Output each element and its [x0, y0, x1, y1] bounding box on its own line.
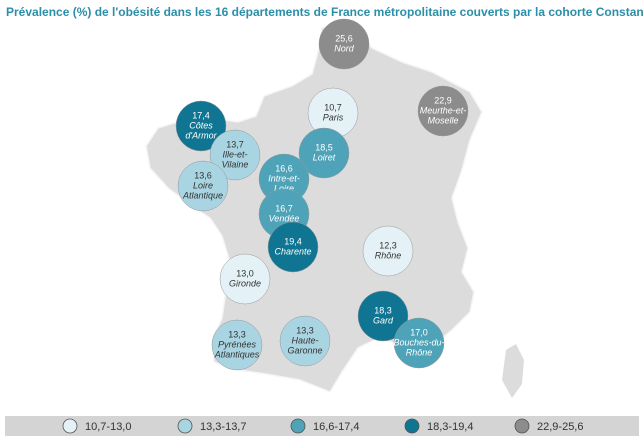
department-name: Meurthe-et- — [420, 105, 467, 115]
department-name: Loire — [274, 183, 294, 193]
department-name: Pyrénées — [218, 339, 257, 349]
department-circle — [267, 221, 319, 273]
department-circle — [279, 315, 331, 367]
department-name: Haute- — [291, 335, 318, 345]
department-name: Intre-et- — [268, 173, 300, 183]
department-circle — [393, 317, 445, 369]
department-value: 13,0 — [236, 268, 254, 278]
department-value: 17,0 — [410, 327, 428, 337]
legend-label: 16,6-17,4 — [313, 421, 359, 433]
corsica — [502, 344, 524, 398]
legend-label: 13,3-13,7 — [200, 421, 246, 433]
department-circle — [177, 160, 229, 212]
department-name: Vendée — [269, 213, 300, 223]
department-name: Atlantique — [182, 190, 223, 200]
department-name: Rhône — [406, 347, 433, 357]
department-value: 10,7 — [324, 102, 342, 112]
department-name: Côtes — [189, 120, 213, 130]
legend-swatch — [514, 418, 530, 434]
department-value: 18,3 — [374, 305, 392, 315]
department-circle — [211, 319, 263, 371]
department-name: Atlantiques — [214, 349, 260, 359]
department-value: 12,3 — [379, 240, 397, 250]
department-name: Paris — [323, 112, 344, 122]
department-value: 25,6 — [335, 33, 353, 43]
department-name: Bouches-du- — [393, 337, 444, 347]
department-value: 22,9 — [434, 95, 452, 105]
department-name: Charente — [274, 246, 311, 256]
legend-bar — [5, 416, 639, 436]
department-name: Loire — [193, 180, 213, 190]
department-value: 13,7 — [226, 139, 244, 149]
legend-swatch — [290, 418, 306, 434]
department-name: Nord — [334, 43, 355, 53]
department-value: 13,3 — [296, 325, 314, 335]
department-circle — [362, 225, 414, 277]
department-name: Garonne — [287, 345, 322, 355]
department-circle — [209, 129, 261, 181]
legend-swatch — [62, 418, 78, 434]
department-name: Moselle — [427, 115, 458, 125]
department-value: 13,3 — [228, 329, 246, 339]
department-value: 17,4 — [192, 110, 210, 120]
legend-swatch — [404, 418, 420, 434]
legend-label: 22,9-25,6 — [537, 421, 583, 433]
department-value: 13,6 — [194, 170, 212, 180]
department-circle — [219, 253, 271, 305]
department-circle — [298, 127, 350, 179]
department-circle — [175, 100, 227, 152]
department-name: Gard — [373, 315, 394, 325]
department-name: Loiret — [313, 152, 336, 162]
department-circle — [417, 85, 469, 137]
department-name: Vilaine — [222, 159, 249, 169]
department-value: 19,4 — [284, 236, 302, 246]
department-value: 16,7 — [275, 203, 293, 213]
department-value: 16,6 — [275, 163, 293, 173]
department-circle — [318, 18, 370, 70]
legend-label: 18,3-19,4 — [427, 421, 473, 433]
title: Prévalence (%) de l'obésité dans les 16 … — [6, 5, 644, 19]
department-name: Ille-et- — [222, 149, 247, 159]
department-value: 18,5 — [315, 142, 333, 152]
department-name: Gironde — [229, 278, 261, 288]
legend-label: 10,7-13,0 — [85, 421, 131, 433]
legend-swatch — [177, 418, 193, 434]
department-name: Rhône — [375, 250, 402, 260]
department-name: d'Armor — [185, 130, 217, 140]
department-circle — [357, 290, 409, 342]
